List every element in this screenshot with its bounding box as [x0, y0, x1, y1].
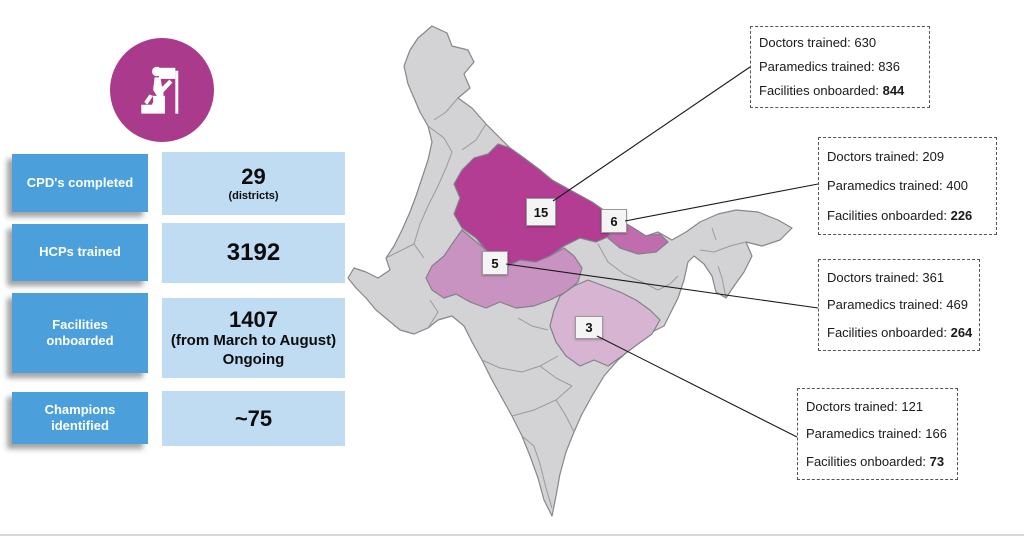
- map-label-value: 6: [610, 213, 618, 229]
- facilities-value: 264: [950, 324, 973, 340]
- paramedics-label: Paramedics trained:: [759, 59, 875, 75]
- map-label-value: 15: [533, 204, 549, 220]
- doctors-value: 361: [922, 269, 945, 285]
- stat-label-text: Champions identified: [44, 401, 116, 433]
- doctors-value: 630: [854, 35, 877, 51]
- stat-label-text: Facilities onboarded: [46, 316, 114, 348]
- facilities-value: 226: [950, 207, 973, 223]
- doctors-label: Doctors trained:: [827, 148, 919, 164]
- stat-value-number: 3192: [226, 239, 281, 267]
- paramedics-value: 400: [946, 178, 968, 194]
- map-label-value: 5: [491, 255, 499, 271]
- stat-label-text: HCPs trained: [39, 244, 121, 260]
- callout-box-region-5: Doctors trained: 361 Paramedics trained:…: [818, 259, 980, 351]
- facilities-value: 844: [882, 83, 905, 99]
- map-label-region-6: 6: [601, 209, 627, 233]
- milestone-icon-circle: [110, 38, 214, 142]
- doctors-value: 121: [901, 398, 924, 414]
- facilities-label: Facilities onboarded:: [759, 83, 879, 99]
- paramedics-label: Paramedics trained:: [827, 178, 943, 194]
- doctors-label: Doctors trained:: [806, 398, 898, 414]
- stat-value-hcps-trained: 3192: [162, 223, 345, 283]
- stat-value-note: (districts): [228, 189, 279, 202]
- map-label-value: 3: [585, 320, 593, 335]
- stat-label-cpds-completed: CPD's completed: [12, 154, 148, 212]
- paramedics-value: 836: [878, 59, 900, 75]
- map-label-region-3: 3: [575, 316, 603, 339]
- facilities-label: Facilities onboarded:: [827, 324, 947, 340]
- facilities-value: 73: [929, 453, 945, 469]
- paramedics-label: Paramedics trained:: [806, 426, 922, 442]
- stat-value-note: (from March to August): [170, 331, 337, 349]
- stat-value-note2: Ongoing: [222, 350, 285, 368]
- map-label-region-15: 15: [526, 198, 556, 226]
- callout-box-region-3: Doctors trained: 121 Paramedics trained:…: [797, 388, 958, 480]
- doctors-label: Doctors trained:: [827, 269, 919, 285]
- stat-label-text: CPD's completed: [26, 174, 134, 190]
- india-map: [347, 25, 793, 517]
- milestone-climb-icon: [141, 66, 179, 114]
- footer-divider: [0, 534, 1024, 536]
- paramedics-value: 166: [925, 426, 947, 442]
- facilities-label: Facilities onboarded:: [806, 453, 926, 469]
- stat-value-number: 1407: [229, 306, 278, 332]
- doctors-value: 209: [922, 148, 945, 164]
- callout-box-region-15: Doctors trained: 630 Paramedics trained:…: [750, 26, 930, 108]
- callout-box-region-6: Doctors trained: 209 Paramedics trained:…: [818, 137, 997, 235]
- stat-value-cpds-completed: 29 (districts): [162, 152, 345, 215]
- stat-value-number: ~75: [234, 405, 273, 431]
- stat-label-hcps-trained: HCPs trained: [12, 224, 148, 281]
- map-label-region-5: 5: [482, 251, 508, 275]
- stat-label-champions-identified: Champions identified: [12, 392, 148, 444]
- stat-value-champions-identified: ~75: [162, 391, 345, 446]
- stat-value-facilities-onboarded: 1407 (from March to August) Ongoing: [162, 298, 345, 378]
- doctors-label: Doctors trained:: [759, 35, 851, 51]
- paramedics-label: Paramedics trained:: [827, 297, 943, 313]
- paramedics-value: 469: [946, 297, 968, 313]
- facilities-label: Facilities onboarded:: [827, 207, 947, 223]
- stat-value-number: 29: [241, 164, 266, 190]
- stat-label-facilities-onboarded: Facilities onboarded: [12, 293, 148, 373]
